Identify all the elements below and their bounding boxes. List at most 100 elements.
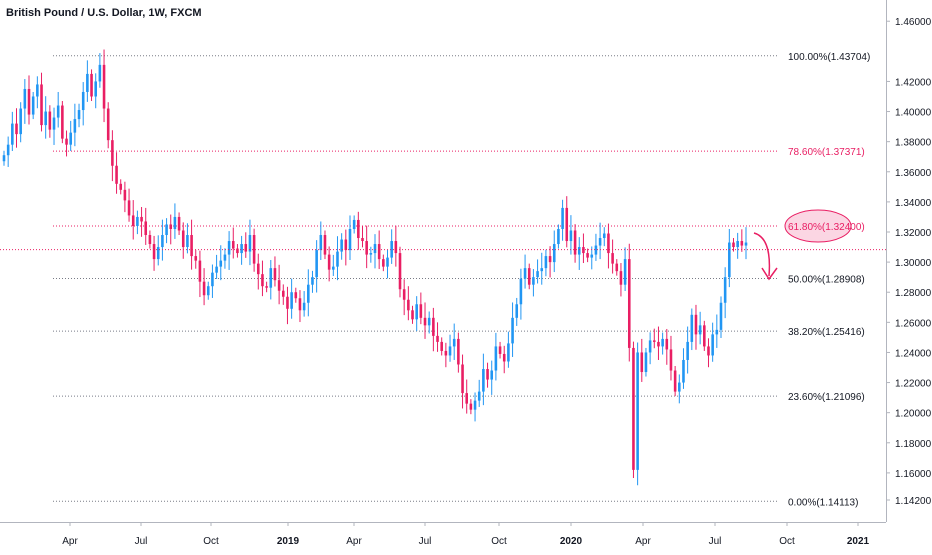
x-tick-label: Apr [346,536,362,547]
candle-body [102,64,106,109]
candle-body [669,349,673,371]
candle-body [415,304,418,320]
candle-body [227,241,231,255]
candle-body [382,259,385,267]
candle-body [623,259,627,285]
candle-body [427,317,431,326]
candle-body [398,253,402,290]
x-tick-label: Apr [635,536,651,547]
candle-body [527,268,531,285]
candle-body [44,111,47,126]
candle-body [181,230,185,248]
candle-body [661,338,664,347]
candle-body [73,119,77,133]
candle-body [511,317,514,344]
candle-body [640,352,644,373]
candle-body [136,216,139,226]
x-tick-label: Oct [491,536,507,547]
candle-body [586,253,589,258]
candle-body [286,296,289,309]
candle-body [131,215,135,226]
candle-body [627,259,631,348]
candle-body [490,370,494,380]
candle-body [652,340,656,342]
candle-body [565,207,569,242]
candle-body [23,88,27,109]
candle-body [515,304,519,318]
candle-body [98,64,102,82]
candle-body [440,341,443,351]
candle-body [86,73,89,92]
y-axis-background [886,0,932,550]
candle-body [77,110,81,120]
candle-body [432,317,435,336]
candle-body [186,235,189,248]
candle-body [357,219,360,239]
candle-body [332,266,335,270]
candle-body [402,289,406,300]
candle-body [327,254,331,270]
candle-body [248,235,252,252]
candle-body [223,254,227,261]
candle-body [744,242,748,246]
candle-body [302,302,306,311]
candle-body [148,235,152,245]
candle-body [682,359,685,383]
candle-body [732,242,735,248]
y-tick-label: 1.32000 [895,228,932,239]
candle-body [27,88,31,115]
candle-body [573,230,577,255]
candle-body [269,268,273,288]
candle-body [377,244,381,260]
fib-level-label: 100.00%(1.43704) [788,52,870,63]
y-tick-label: 1.14200 [895,496,932,507]
candle-body [394,241,398,254]
candle-body [582,247,585,254]
x-tick-label: Oct [203,536,219,547]
candle-body [386,257,389,267]
candle-body [236,248,239,254]
candle-body [602,233,606,239]
candle-body [273,268,277,281]
candle-body [361,238,364,242]
candle-body [173,216,177,229]
candle-body [540,268,544,272]
candle-body [48,111,52,130]
candle-body [369,253,373,255]
candle-body [198,260,202,282]
candle-body [311,277,314,285]
candle-body [411,310,414,320]
candle-body [315,250,318,278]
y-tick-label: 1.42000 [895,77,932,88]
candle-body [277,280,281,291]
candle-body [202,281,206,296]
candle-body [19,108,22,135]
candle-body [644,352,648,373]
candle-body [215,266,218,273]
candle-body [448,346,452,356]
candle-body [486,369,489,380]
candle-body [452,338,456,347]
candle-body [244,244,248,252]
highlight-ellipse [784,209,852,243]
arrow-curve [753,232,771,277]
candle-body [194,256,198,261]
candle-body [673,370,677,392]
fib-level-label: 78.60%(1.37371) [788,147,865,158]
candle-body [607,233,610,254]
candle-body [498,346,502,354]
candle-body [502,353,506,362]
candle-body [436,335,439,342]
candle-body [473,400,477,410]
candle-body [740,241,744,246]
candle-body [177,216,181,231]
candlesticks [2,49,748,486]
candle-body [723,277,727,303]
candle-body [352,219,356,229]
candle-body [544,256,548,269]
candle-body [319,235,323,251]
candle-body [569,230,573,242]
y-tick-label: 1.46000 [895,17,932,28]
